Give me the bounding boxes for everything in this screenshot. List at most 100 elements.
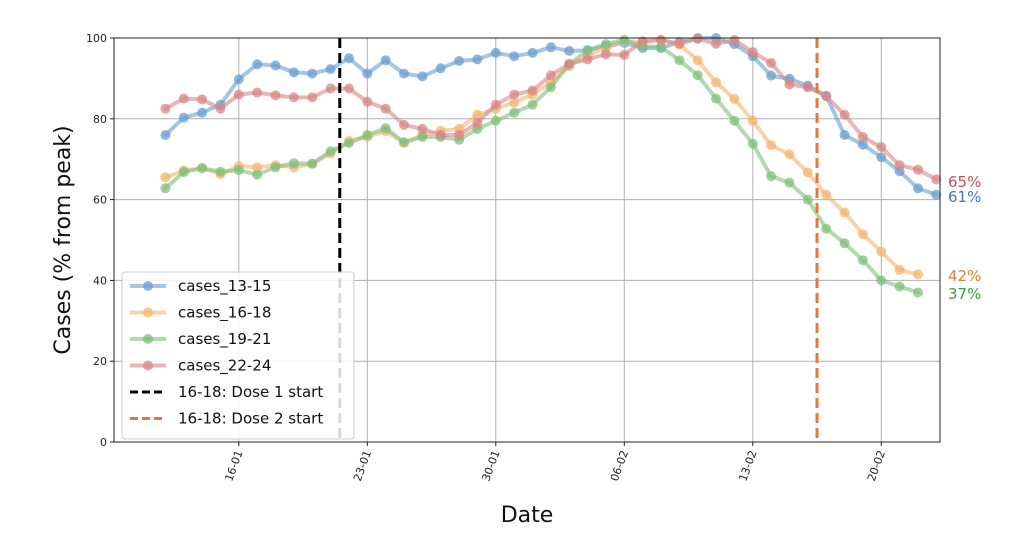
data-point — [747, 138, 758, 149]
data-point — [307, 68, 318, 79]
data-point — [876, 275, 887, 286]
data-point — [821, 91, 832, 102]
data-point — [784, 149, 795, 160]
data-point — [197, 107, 208, 118]
data-point — [435, 63, 446, 74]
legend-swatch-marker — [143, 307, 153, 318]
data-point — [490, 115, 501, 126]
data-point — [160, 130, 171, 140]
data-point — [472, 117, 483, 128]
data-point — [362, 130, 373, 140]
data-point — [747, 115, 758, 126]
data-point — [729, 35, 740, 45]
legend-label: cases_16-18 — [178, 304, 271, 323]
data-point — [454, 130, 465, 140]
data-point — [931, 174, 942, 185]
y-tick-label: 20 — [93, 355, 107, 368]
data-point — [931, 189, 942, 200]
x-tick-label: 06-02 — [608, 449, 631, 483]
legend-label: cases_13-15 — [178, 277, 271, 296]
data-point — [435, 130, 446, 140]
data-point — [215, 103, 226, 114]
data-point — [344, 138, 354, 148]
data-point — [802, 82, 813, 93]
data-point — [178, 112, 189, 123]
data-point — [509, 107, 520, 118]
data-point — [876, 152, 887, 163]
data-point — [380, 103, 391, 114]
data-point — [600, 39, 611, 50]
data-point — [362, 96, 373, 107]
data-point — [545, 42, 556, 53]
data-point — [307, 92, 318, 103]
data-point — [582, 54, 593, 65]
end-label-cases_19-21: 37% — [948, 285, 981, 303]
data-point — [233, 89, 244, 100]
reference-lines — [338, 38, 819, 442]
data-point — [913, 269, 923, 280]
data-point — [490, 47, 501, 58]
data-point — [857, 229, 868, 240]
data-point — [527, 85, 538, 96]
data-point — [839, 238, 850, 249]
data-point — [325, 64, 336, 75]
x-tick-label: 13-02 — [736, 449, 759, 483]
data-point — [784, 177, 795, 188]
legend-label: 16-18: Dose 1 start — [178, 383, 323, 401]
y-axis-label: Cases (% from peak) — [51, 125, 76, 354]
data-point — [656, 35, 666, 45]
data-point — [197, 94, 208, 105]
end-label-cases_22-24: 65% — [948, 173, 981, 191]
data-point — [711, 38, 722, 49]
data-point — [913, 183, 923, 194]
data-point — [344, 83, 354, 94]
data-point — [160, 183, 171, 194]
data-point — [656, 41, 666, 52]
data-point — [802, 194, 813, 205]
data-point — [711, 77, 722, 88]
data-point — [857, 132, 868, 142]
data-point — [839, 207, 850, 218]
x-tick-label: 20-02 — [865, 449, 888, 483]
series-layer — [160, 33, 942, 298]
legend-swatch-marker — [143, 281, 153, 291]
end-label-cases_16-18: 42% — [948, 267, 981, 285]
data-point — [766, 140, 777, 151]
data-point — [802, 167, 813, 178]
data-point — [692, 70, 703, 81]
data-point — [233, 165, 244, 176]
data-point — [692, 55, 703, 66]
legend-label: cases_19-21 — [178, 330, 271, 349]
legend-swatch-marker — [143, 360, 153, 371]
y-tick-label: 40 — [93, 274, 107, 287]
plot-frame — [113, 37, 941, 443]
data-point — [252, 87, 263, 98]
series-line-cases_13-15 — [163, 36, 939, 197]
data-point — [674, 55, 685, 66]
data-point — [747, 47, 758, 58]
data-point — [270, 90, 281, 101]
y-tick-label: 0 — [100, 436, 107, 449]
data-point — [325, 83, 336, 94]
data-point — [160, 172, 171, 183]
data-point — [509, 51, 520, 62]
data-point — [270, 162, 281, 173]
data-point — [821, 223, 832, 234]
data-point — [307, 158, 318, 169]
data-point — [766, 70, 777, 81]
data-point — [509, 89, 520, 100]
data-point — [288, 92, 299, 103]
series-line-cases_22-24 — [163, 36, 939, 182]
data-point — [637, 36, 648, 47]
y-tick-label: 60 — [93, 194, 107, 207]
x-tick-label: 30-01 — [479, 449, 502, 483]
data-point — [288, 158, 299, 169]
data-point — [472, 54, 483, 65]
data-point — [399, 137, 409, 148]
data-point — [417, 132, 428, 142]
data-point — [564, 58, 575, 69]
data-point — [454, 56, 465, 66]
data-point — [417, 123, 428, 134]
data-point — [362, 68, 373, 79]
